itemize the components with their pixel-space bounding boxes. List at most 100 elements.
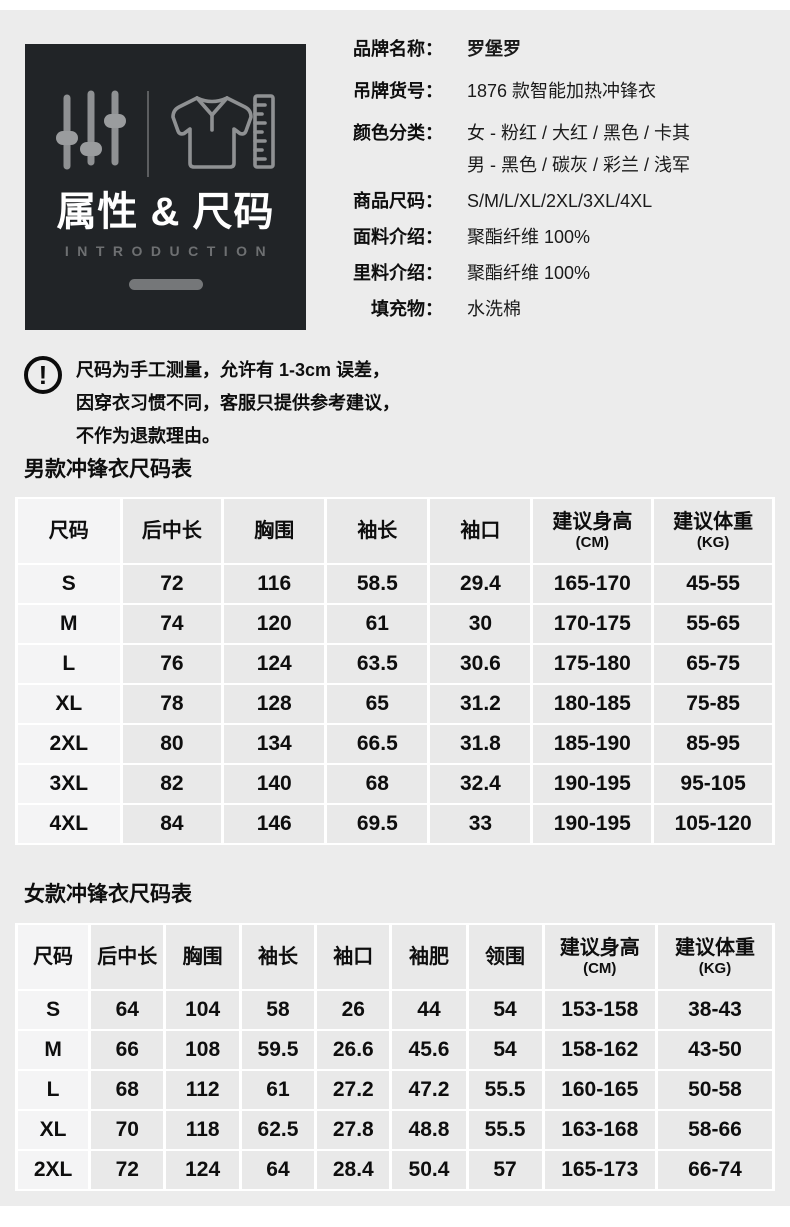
size-cell: 116 bbox=[224, 565, 325, 603]
info-row-filling: 填充物： 水洗棉 bbox=[345, 296, 785, 323]
size-cell: 163-168 bbox=[544, 1111, 655, 1149]
size-cell: 165-173 bbox=[544, 1151, 655, 1189]
column-header: 尺码 bbox=[18, 499, 120, 563]
info-value: 聚酯纤维 100% bbox=[467, 263, 591, 283]
size-cell: 80 bbox=[122, 725, 222, 763]
info-label: 商品尺码： bbox=[353, 191, 443, 211]
size-cell: 66 bbox=[91, 1031, 164, 1069]
size-cell: 61 bbox=[241, 1071, 315, 1109]
size-cell: 160-165 bbox=[544, 1071, 655, 1109]
icon-divider bbox=[146, 91, 149, 177]
intro-subtitle: INTRODUCTION bbox=[64, 243, 275, 259]
size-cell: 65-75 bbox=[654, 645, 772, 683]
size-cell: 64 bbox=[241, 1151, 315, 1189]
size-cell: 55.5 bbox=[468, 1071, 542, 1109]
size-cell: 62.5 bbox=[241, 1111, 315, 1149]
product-info-list: 品牌名称： 罗堡罗 吊牌货号： 1876 款智能加热冲锋衣 颜色分类： 女 - … bbox=[345, 36, 785, 332]
intro-title: 属性 & 尺码 bbox=[56, 190, 275, 234]
column-header: 胸围 bbox=[166, 925, 239, 989]
size-row: M 74 120 61 30 170-175 55-65 bbox=[18, 605, 772, 643]
exclamation-icon: ! bbox=[24, 356, 62, 394]
men-header-row: 尺码 后中长 胸围 袖长 袖口 建议身高 (CM) 建议体重 (KG) bbox=[18, 499, 772, 563]
size-cell: M bbox=[18, 1031, 89, 1069]
size-cell: 128 bbox=[224, 685, 325, 723]
size-cell: 70 bbox=[91, 1111, 164, 1149]
size-cell: 68 bbox=[91, 1071, 164, 1109]
size-cell: 32.4 bbox=[430, 765, 531, 803]
info-label: 填充物： bbox=[371, 299, 443, 319]
column-header: 胸围 bbox=[224, 499, 325, 563]
info-value: 男 - 黑色 / 碳灰 / 彩兰 / 浅军 bbox=[467, 155, 691, 175]
info-value: 女 - 粉红 / 大红 / 黑色 / 卡其 bbox=[467, 123, 691, 143]
size-cell: 153-158 bbox=[544, 991, 655, 1029]
column-header: 领围 bbox=[468, 925, 542, 989]
size-cell: 58-66 bbox=[657, 1111, 772, 1149]
size-cell: 120 bbox=[224, 605, 325, 643]
column-header: 后中长 bbox=[122, 499, 222, 563]
info-row-sizes: 商品尺码： S/M/L/XL/2XL/3XL/4XL bbox=[345, 188, 785, 215]
size-cell: 54 bbox=[468, 1031, 542, 1069]
size-cell: 65 bbox=[327, 685, 428, 723]
size-cell: XL bbox=[18, 1111, 89, 1149]
column-header: 建议身高 (CM) bbox=[533, 499, 652, 563]
size-cell: 84 bbox=[122, 805, 222, 843]
size-cell: 55-65 bbox=[654, 605, 772, 643]
size-cell: 57 bbox=[468, 1151, 542, 1189]
size-cell: 105-120 bbox=[654, 805, 772, 843]
size-cell: 44 bbox=[392, 991, 466, 1029]
info-value: 罗堡罗 bbox=[467, 39, 521, 59]
size-row: XL 70 118 62.5 27.8 48.8 55.5 163-168 58-66 bbox=[18, 1111, 772, 1149]
tshirt-ruler-icon bbox=[167, 90, 279, 179]
size-row: S 72 116 58.5 29.4 165-170 45-55 bbox=[18, 565, 772, 603]
size-cell: 4XL bbox=[18, 805, 120, 843]
size-cell: 31.2 bbox=[430, 685, 531, 723]
size-row: 2XL 72 124 64 28.4 50.4 57 165-173 66-74 bbox=[18, 1151, 772, 1189]
size-cell: 38-43 bbox=[657, 991, 772, 1029]
size-cell: 2XL bbox=[18, 1151, 89, 1189]
notice-text: 尺码为手工测量，允许有 1-3cm 误差， 因穿衣习惯不同，客服只提供参考建议，… bbox=[76, 354, 400, 453]
size-cell: 29.4 bbox=[430, 565, 531, 603]
size-cell: 85-95 bbox=[654, 725, 772, 763]
size-cell: 31.8 bbox=[430, 725, 531, 763]
size-cell: 185-190 bbox=[533, 725, 652, 763]
women-size-chart-title: 女款冲锋衣尺码表 bbox=[24, 883, 192, 906]
intro-dash-decoration bbox=[128, 279, 203, 290]
column-header: 建议体重 (KG) bbox=[657, 925, 772, 989]
size-cell: 30.6 bbox=[430, 645, 531, 683]
size-cell: 180-185 bbox=[533, 685, 652, 723]
size-cell: 124 bbox=[224, 645, 325, 683]
size-cell: 146 bbox=[224, 805, 325, 843]
size-cell: 66.5 bbox=[327, 725, 428, 763]
size-cell: 48.8 bbox=[392, 1111, 466, 1149]
size-cell: 2XL bbox=[18, 725, 120, 763]
size-cell: L bbox=[18, 1071, 89, 1109]
notice-line: 尺码为手工测量，允许有 1-3cm 误差， bbox=[76, 360, 391, 380]
info-row-shell-fabric: 面料介绍： 聚酯纤维 100% bbox=[345, 224, 785, 251]
size-cell: 58 bbox=[241, 991, 315, 1029]
size-cell: 72 bbox=[122, 565, 222, 603]
size-cell: 58.5 bbox=[327, 565, 428, 603]
size-cell: 43-50 bbox=[657, 1031, 772, 1069]
column-header: 建议身高 (CM) bbox=[544, 925, 655, 989]
size-cell: 28.4 bbox=[317, 1151, 390, 1189]
size-row: L 76 124 63.5 30.6 175-180 65-75 bbox=[18, 645, 772, 683]
column-header: 建议体重 (KG) bbox=[654, 499, 772, 563]
info-value: 1876 款智能加热冲锋衣 bbox=[467, 81, 657, 101]
size-row: XL 78 128 65 31.2 180-185 75-85 bbox=[18, 685, 772, 723]
size-cell: 63.5 bbox=[327, 645, 428, 683]
column-header: 尺码 bbox=[18, 925, 89, 989]
size-cell: 66-74 bbox=[657, 1151, 772, 1189]
size-cell: S bbox=[18, 565, 120, 603]
size-cell: 64 bbox=[91, 991, 164, 1029]
size-cell: 124 bbox=[166, 1151, 239, 1189]
info-value: S/M/L/XL/2XL/3XL/4XL bbox=[467, 191, 653, 211]
info-row-colors-men: 男 - 黑色 / 碳灰 / 彩兰 / 浅军 bbox=[345, 152, 785, 179]
size-cell: 33 bbox=[430, 805, 531, 843]
size-cell: 54 bbox=[468, 991, 542, 1029]
men-size-chart-title: 男款冲锋衣尺码表 bbox=[24, 458, 192, 481]
size-cell: 76 bbox=[122, 645, 222, 683]
column-header: 后中长 bbox=[91, 925, 164, 989]
men-size-table: 尺码 后中长 胸围 袖长 袖口 建议身高 (CM) 建议体重 (KG) S 72 116 58.5 29… bbox=[15, 497, 775, 845]
notice-line: 不作为退款理由。 bbox=[76, 426, 220, 446]
size-cell: 95-105 bbox=[654, 765, 772, 803]
